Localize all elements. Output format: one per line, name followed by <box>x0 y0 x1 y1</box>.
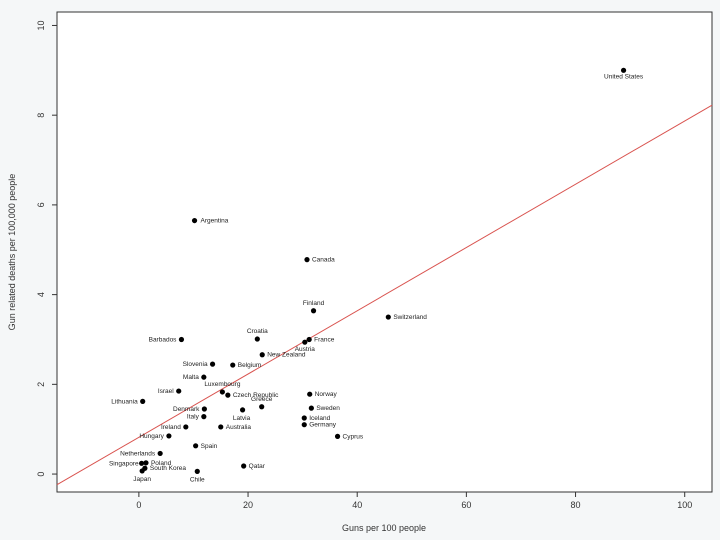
data-point <box>259 404 265 410</box>
data-point <box>218 424 224 430</box>
point-label: Qatar <box>249 463 266 470</box>
data-point <box>302 339 308 345</box>
point-label: Chile <box>190 476 205 483</box>
point-label: Malta <box>183 374 199 381</box>
data-point <box>254 336 260 342</box>
point-label: Australia <box>226 424 252 431</box>
point-label: Slovenia <box>183 361 208 368</box>
y-tick-label: 6 <box>36 202 46 207</box>
point-label: Hungary <box>139 433 164 440</box>
x-axis-title: Guns per 100 people <box>342 523 426 533</box>
data-point <box>301 415 307 421</box>
y-axis-title: Gun related deaths per 100,000 people <box>7 174 17 331</box>
data-point <box>301 422 307 428</box>
point-label: Croatia <box>247 328 268 335</box>
x-tick-label: 20 <box>243 500 253 510</box>
data-point <box>201 414 207 420</box>
y-tick-label: 10 <box>36 20 46 30</box>
point-label: Austria <box>295 346 316 353</box>
x-tick-label: 0 <box>136 500 141 510</box>
data-point <box>308 405 314 411</box>
point-label: Barbados <box>149 336 178 343</box>
data-point <box>201 374 207 380</box>
point-label: South Korea <box>150 465 187 472</box>
y-tick-label: 2 <box>36 382 46 387</box>
data-point <box>304 257 310 263</box>
point-label: Luxembourg <box>204 381 241 388</box>
axis-ticks-layer: 0 20 40 60 80 100 0 2 4 6 8 10 <box>36 20 692 510</box>
point-label: Singapore <box>109 460 139 467</box>
data-point <box>219 389 225 395</box>
point-label: Spain <box>201 443 218 450</box>
point-label: Argentina <box>201 218 229 225</box>
data-point <box>306 336 312 343</box>
data-point <box>201 406 207 412</box>
data-point <box>191 217 198 224</box>
point-label: Netherlands <box>120 450 156 457</box>
x-tick-label: 100 <box>677 500 692 510</box>
point-label: Norway <box>315 391 338 398</box>
point-label: Ireland <box>161 424 181 431</box>
data-point <box>310 308 317 314</box>
point-label: Latvia <box>233 415 251 422</box>
data-point <box>259 352 265 358</box>
data-point <box>225 392 231 398</box>
point-label: France <box>314 336 335 343</box>
y-tick-label: 0 <box>36 472 46 477</box>
point-label: Poland <box>151 460 172 467</box>
data-point <box>166 433 172 439</box>
point-label: Sweden <box>316 405 340 412</box>
data-point <box>385 314 391 320</box>
plot-panel <box>56 11 713 493</box>
data-point <box>176 388 182 394</box>
point-label: Denmark <box>173 406 200 413</box>
data-point <box>334 433 341 439</box>
data-point <box>193 443 199 449</box>
y-tick-label: 4 <box>36 292 46 297</box>
point-label: Germany <box>309 422 336 429</box>
data-point <box>620 67 627 73</box>
point-label: Switzerland <box>393 314 427 321</box>
data-point <box>157 450 163 457</box>
point-label: Finland <box>303 300 325 307</box>
data-point <box>241 463 247 469</box>
data-point <box>230 362 236 368</box>
x-tick-label: 80 <box>571 500 581 510</box>
data-point <box>178 336 185 343</box>
regression-line <box>56 104 713 486</box>
point-label: Italy <box>187 414 200 421</box>
data-point <box>143 460 149 466</box>
data-point <box>209 361 216 367</box>
point-label: New Zealand <box>267 352 306 359</box>
data-point <box>194 468 200 474</box>
point-label: Israel <box>158 388 174 395</box>
point-label: Greece <box>251 396 273 403</box>
data-point <box>239 407 246 413</box>
point-label: Czech Republic <box>233 392 279 399</box>
point-label: Lithuania <box>111 398 138 405</box>
trend-line-layer <box>56 104 713 486</box>
data-point <box>183 424 189 430</box>
x-tick-label: 40 <box>352 500 362 510</box>
point-label: Cyprus <box>343 433 364 440</box>
data-points-layer: United States Argentina Canada Finland Switz… <box>109 67 644 483</box>
x-tick-label: 60 <box>461 500 471 510</box>
data-point <box>140 398 146 404</box>
point-label: Canada <box>312 257 335 264</box>
point-label: Iceland <box>309 415 330 422</box>
data-point <box>139 460 145 466</box>
point-label: United States <box>604 73 644 80</box>
point-label: Japan <box>133 476 151 483</box>
data-point <box>307 391 313 397</box>
data-point <box>139 468 145 474</box>
point-label: Belgium <box>238 362 261 369</box>
y-tick-label: 8 <box>36 113 46 118</box>
